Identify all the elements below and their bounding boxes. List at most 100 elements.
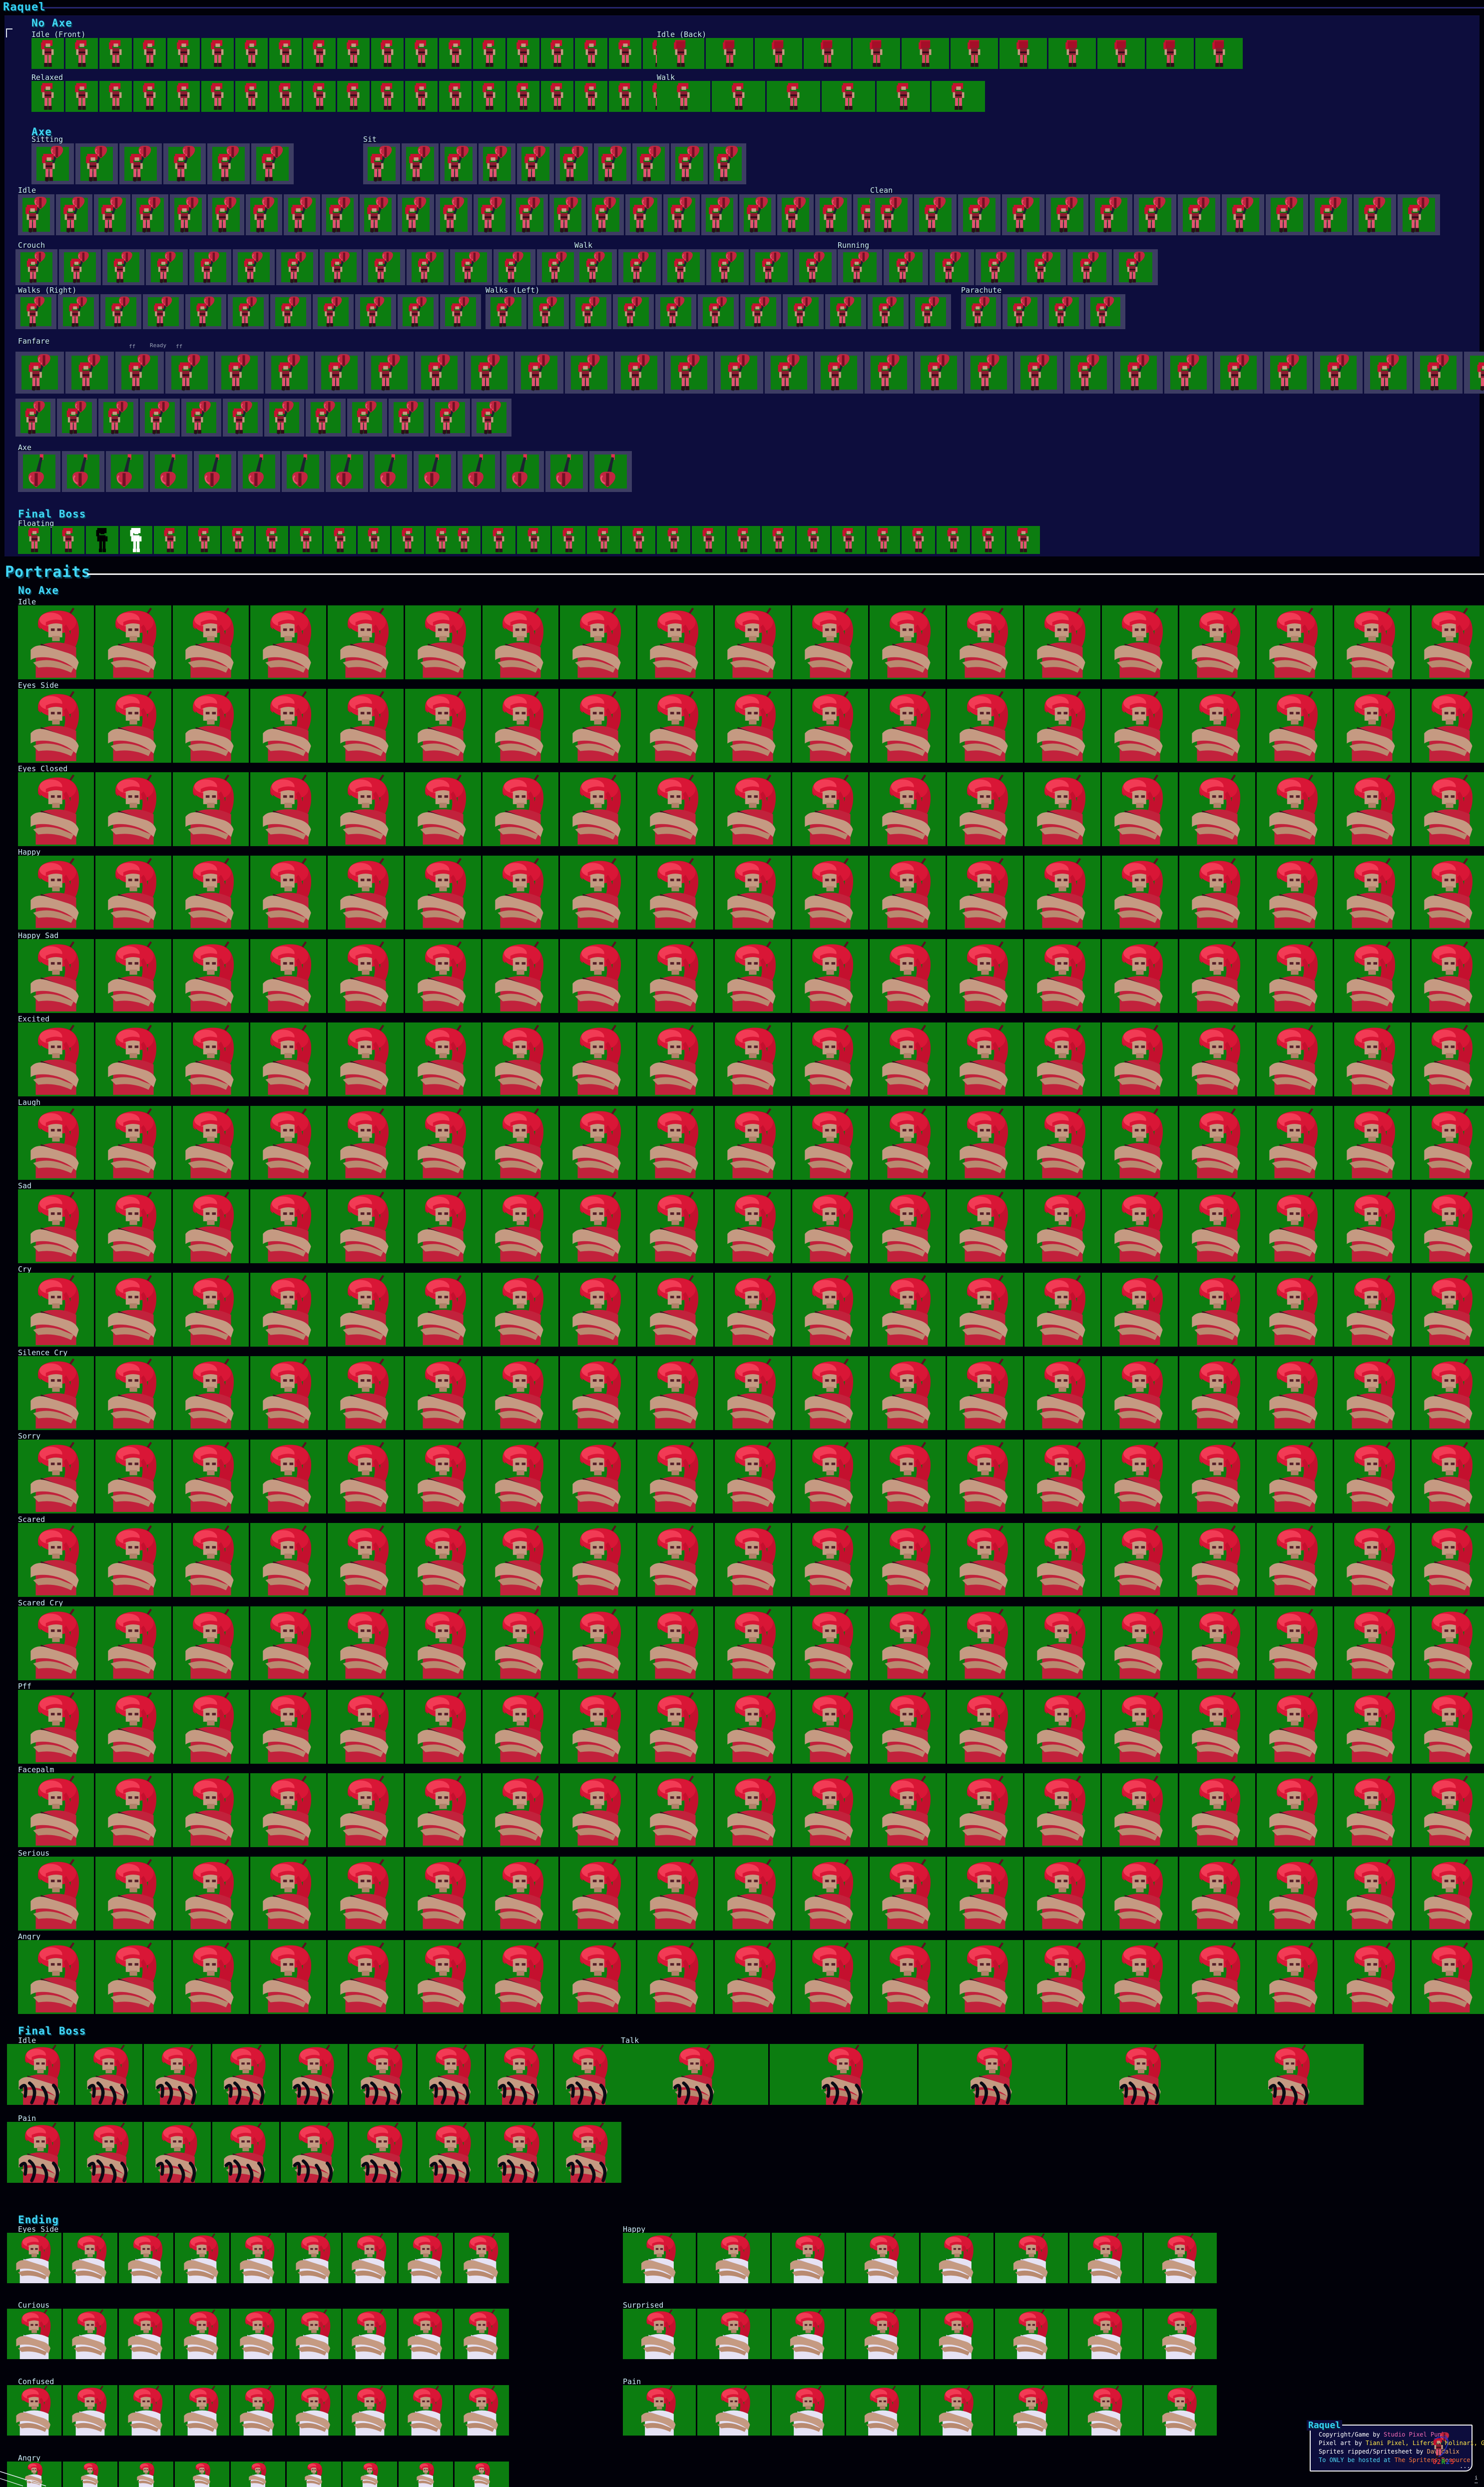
sprite-cell <box>18 1189 94 1263</box>
character-sprite-icon <box>1216 2044 1364 2105</box>
character-sprite-icon <box>57 400 97 437</box>
sprite-cell <box>250 1106 326 1180</box>
character-sprite-icon <box>846 2233 919 2283</box>
character-sprite-icon <box>560 1940 636 2014</box>
character-sprite-icon <box>976 251 1020 285</box>
character-sprite-icon <box>405 772 481 846</box>
character-sprite-icon <box>473 39 505 69</box>
sprite-cell <box>173 1523 249 1597</box>
sprite-cell <box>560 1690 636 1764</box>
character-sprite-icon <box>371 82 404 112</box>
character-sprite-icon <box>1146 39 1194 69</box>
character-sprite-icon <box>250 1606 326 1680</box>
sprite-cell <box>133 38 166 69</box>
sprite-row-group <box>623 2309 1217 2359</box>
sprite-cell <box>715 1440 791 1513</box>
character-sprite-icon <box>947 1106 1023 1180</box>
sprite-cell <box>208 194 244 235</box>
sprite-cell <box>792 939 868 1013</box>
character-sprite-icon <box>483 1022 558 1096</box>
sprite-row-group <box>18 1440 1484 1513</box>
character-sprite-icon <box>328 1356 404 1430</box>
character-sprite-icon <box>947 1523 1023 1597</box>
sprite-cell <box>1334 1606 1410 1680</box>
character-sprite-icon <box>1024 772 1100 846</box>
character-sprite-icon <box>140 400 180 437</box>
character-sprite-icon <box>715 1857 791 1931</box>
sprite-row-group <box>18 605 1484 679</box>
row-label: Idle <box>18 597 36 606</box>
sprite-cell <box>1179 772 1255 846</box>
sprite-row-group <box>18 451 632 492</box>
character-sprite-icon <box>709 145 746 184</box>
sprite-cell <box>560 1189 636 1263</box>
page-title: Raquel <box>3 1 46 13</box>
character-sprite-icon <box>250 856 326 930</box>
sprite-cell <box>1102 1106 1178 1180</box>
character-sprite-icon <box>1257 1523 1333 1597</box>
sprite-cell <box>18 1690 94 1764</box>
character-sprite-icon <box>282 453 324 492</box>
character-sprite-icon <box>170 196 206 235</box>
character-sprite-icon <box>1412 772 1484 846</box>
sprite-cell <box>715 689 791 763</box>
character-sprite-icon <box>95 605 171 679</box>
character-sprite-icon <box>250 605 326 679</box>
character-sprite-icon <box>655 296 696 329</box>
character-sprite-icon <box>1179 1523 1255 1597</box>
character-sprite-icon <box>398 296 439 329</box>
character-sprite-icon <box>1179 939 1255 1013</box>
character-sprite-icon <box>560 772 636 846</box>
sprite-cell <box>328 1523 404 1597</box>
character-sprite-icon <box>1412 1523 1484 1597</box>
sprite-cell <box>870 1523 946 1597</box>
sprite-cell <box>715 1189 791 1263</box>
character-sprite-icon <box>587 196 624 235</box>
sprite-row-group <box>15 249 579 285</box>
sprite-cell <box>201 38 234 69</box>
sprite-cell <box>458 451 500 492</box>
sprite-cell <box>483 689 558 763</box>
sprite-cell <box>212 2044 279 2105</box>
sprite-cell <box>95 856 171 930</box>
character-sprite-icon <box>173 1106 249 1180</box>
sprite-cell <box>947 1940 1023 2014</box>
sprite-cell <box>1257 1523 1333 1597</box>
sprite-cell <box>870 1940 946 2014</box>
sprite-cell <box>587 194 624 235</box>
sprite-cell <box>560 1606 636 1680</box>
sprite-cell <box>877 81 930 112</box>
sprite-row-group <box>18 194 890 235</box>
sprite-cell <box>1024 1189 1100 1263</box>
sprite-cell <box>303 38 336 69</box>
character-sprite-icon <box>715 1940 791 2014</box>
sprite-cell <box>1266 194 1308 235</box>
character-sprite-icon <box>119 2385 173 2436</box>
sprite-cell <box>715 939 791 1013</box>
character-sprite-icon <box>287 2462 341 2487</box>
sprite-cell <box>405 856 481 930</box>
sprite-cell <box>264 399 304 437</box>
sprite-cell <box>1024 1523 1100 1597</box>
sprite-cell <box>94 194 130 235</box>
section-header: Axe <box>31 126 52 138</box>
sprite-cell <box>657 81 710 112</box>
character-sprite-icon <box>947 1440 1023 1513</box>
character-sprite-icon <box>574 251 617 285</box>
sprite-cell <box>1412 1106 1484 1180</box>
row-label: Eyes Closed <box>18 764 68 773</box>
sprite-cell <box>792 1523 868 1597</box>
sprite-cell <box>1067 249 1112 285</box>
sprite-cell <box>657 38 704 69</box>
sprite-cell <box>188 526 220 554</box>
character-sprite-icon <box>902 527 935 554</box>
row-label: Idle (Front) <box>31 30 86 39</box>
character-sprite-icon <box>95 1940 171 2014</box>
character-sprite-icon <box>697 2309 770 2359</box>
sprite-cell <box>215 352 264 394</box>
character-sprite-icon <box>405 1189 481 1263</box>
character-sprite-icon <box>715 939 791 1013</box>
character-sprite-icon <box>698 296 739 329</box>
sprite-cell <box>1179 1273 1255 1347</box>
sprite-cell <box>1257 1106 1333 1180</box>
